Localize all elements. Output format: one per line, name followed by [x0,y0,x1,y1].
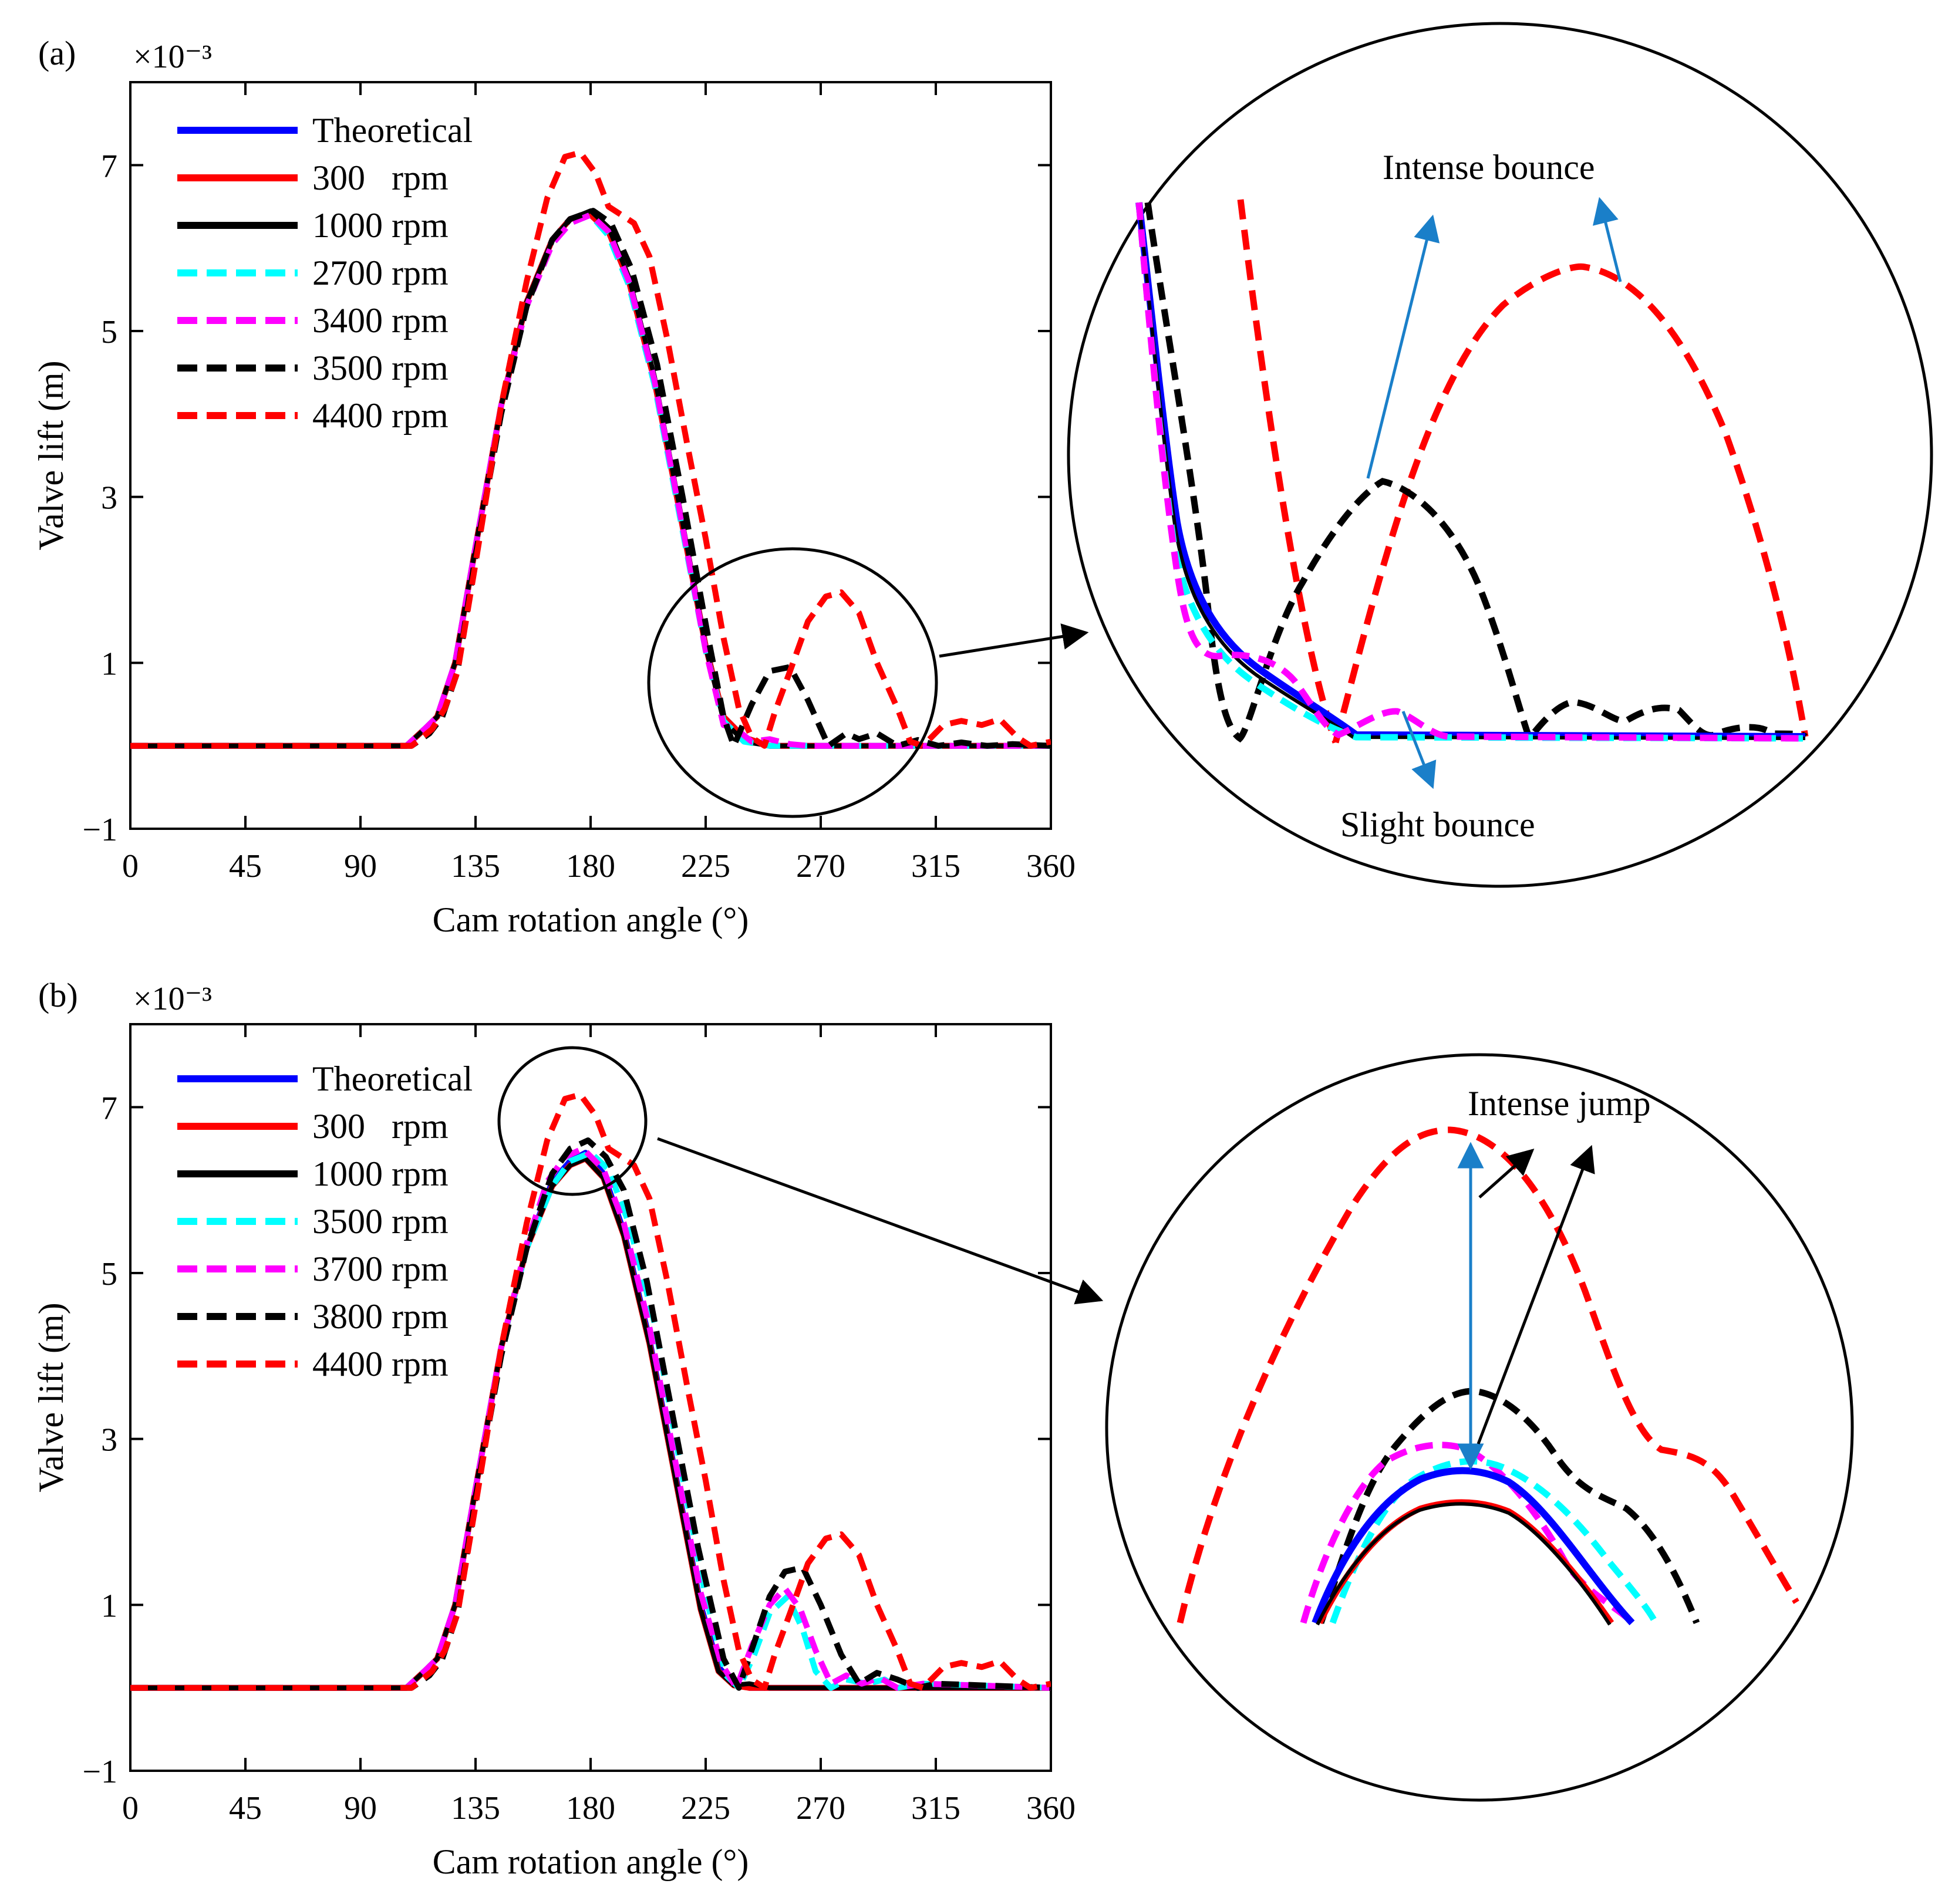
y-tick-label: 5 [101,1256,117,1292]
x-axis-label: Cam rotation angle (°) [433,1842,749,1881]
inset-a-curve-4400-hump [1332,263,1809,744]
x-tick-label: 45 [229,1790,262,1827]
legend-label-0: Theoretical [312,111,473,150]
inset-a-annotation-intense: Intense bounce [1383,148,1595,187]
inset-b-curve-3500 [1329,1458,1659,1625]
series-line-1 [130,212,1051,749]
y-tick-label: 7 [101,148,117,184]
legend-label-4: 3400 rpm [312,301,449,340]
x-tick-label: 90 [344,1790,377,1827]
legend-label-5: 3800 rpm [312,1297,449,1336]
connector-arrow-a [939,623,1089,658]
series-line-2 [130,208,1051,748]
series-line-5 [130,208,1051,749]
series-line-6 [130,1092,1051,1691]
inset-b-curve-theoretical [1312,1467,1635,1626]
inset-a-arrow-intense-2 [1592,197,1622,282]
inset-b-arrow-black-2 [1477,1145,1595,1444]
x-tick-label: 225 [681,1790,730,1827]
y-exponent-label: ×10⁻³ [133,39,212,75]
y-axis-label: Valve lift (m) [32,1302,70,1492]
series-line-4 [130,212,1051,749]
x-tick-label: 360 [1026,848,1076,885]
inset-b-curve-1000 [1316,1502,1612,1626]
series-line-6 [130,150,1051,749]
legend-label-3: 2700 rpm [312,254,449,292]
panel-label: (a) [38,34,76,72]
legend-label-1: 300 rpm [312,1107,449,1146]
y-tick-label: 7 [101,1090,117,1126]
x-tick-label: 360 [1026,1790,1076,1827]
x-tick-label: 315 [911,1790,960,1827]
x-tick-label: 270 [796,1790,845,1827]
series-group [130,150,1051,749]
inset-b-arrow-black-1 [1478,1149,1535,1199]
plot-frame [129,1023,1052,1772]
legend-label-2: 1000 rpm [312,206,449,245]
series-line-1 [130,1156,1051,1691]
inset-a-circle [1067,22,1933,888]
x-tick-label: 180 [566,1790,615,1827]
panel-label: (b) [38,976,78,1014]
inset-a-annotation-slight: Slight bounce [1340,805,1535,844]
legend-label-5: 3500 rpm [312,349,449,387]
y-tick-label: −1 [82,1754,117,1790]
y-tick-label: 1 [101,1588,117,1624]
legend-label-4: 3700 rpm [312,1250,449,1288]
inset-b-circle [1105,1053,1854,1802]
x-tick-label: 90 [344,848,377,885]
inset-b-curve-3800 [1317,1388,1700,1625]
y-exponent-label: ×10⁻³ [133,981,212,1017]
legend-label-2: 1000 rpm [312,1154,449,1193]
legend-label-6: 4400 rpm [312,396,449,435]
legend-label-1: 300 rpm [312,158,449,197]
inset-a-curve-4400-left [1237,199,1339,744]
y-tick-label: 1 [101,646,117,682]
x-tick-label: 45 [229,848,262,885]
y-tick-label: 3 [101,480,117,516]
inset-b: Intense jump [1105,1053,1854,1802]
series-line-4 [130,1146,1051,1691]
x-tick-label: 135 [451,1790,500,1827]
inset-a-arrow-intense-1 [1366,214,1440,479]
y-axis-label: Valve lift (m) [32,360,70,550]
x-tick-label: 225 [681,848,730,885]
y-tick-label: −1 [82,812,117,848]
connector-arrow-b [657,1137,1104,1305]
inset-a-arrow-slight [1401,711,1437,789]
zoom-circle-a [647,547,938,818]
series-line-2 [130,1156,1051,1690]
y-tick-label: 3 [101,1422,117,1459]
legend-label-6: 4400 rpm [312,1345,449,1383]
x-tick-label: 180 [566,848,615,885]
x-tick-label: 270 [796,848,845,885]
inset-b-annotation-jump: Intense jump [1468,1084,1651,1123]
x-tick-label: 0 [122,1790,139,1827]
plot-frame [129,81,1052,830]
inset-a: Intense bounce Slight bounce [1067,22,1933,888]
zoom-circle-b [497,1046,648,1196]
y-tick-label: 5 [101,314,117,350]
series-line-3 [130,212,1051,749]
series-line-0 [130,212,1051,749]
series-group [130,1092,1051,1691]
x-tick-label: 135 [451,848,500,885]
x-tick-label: 0 [122,848,139,885]
inset-a-curve-3400 [1135,202,1806,742]
inset-b-curve-300 [1317,1499,1614,1625]
legend-label-0: Theoretical [312,1059,473,1098]
legend-label-3: 3500 rpm [312,1202,449,1241]
inset-b-curve-4400 [1177,1126,1799,1624]
x-tick-label: 315 [911,848,960,885]
x-axis-label: Cam rotation angle (°) [433,900,749,939]
